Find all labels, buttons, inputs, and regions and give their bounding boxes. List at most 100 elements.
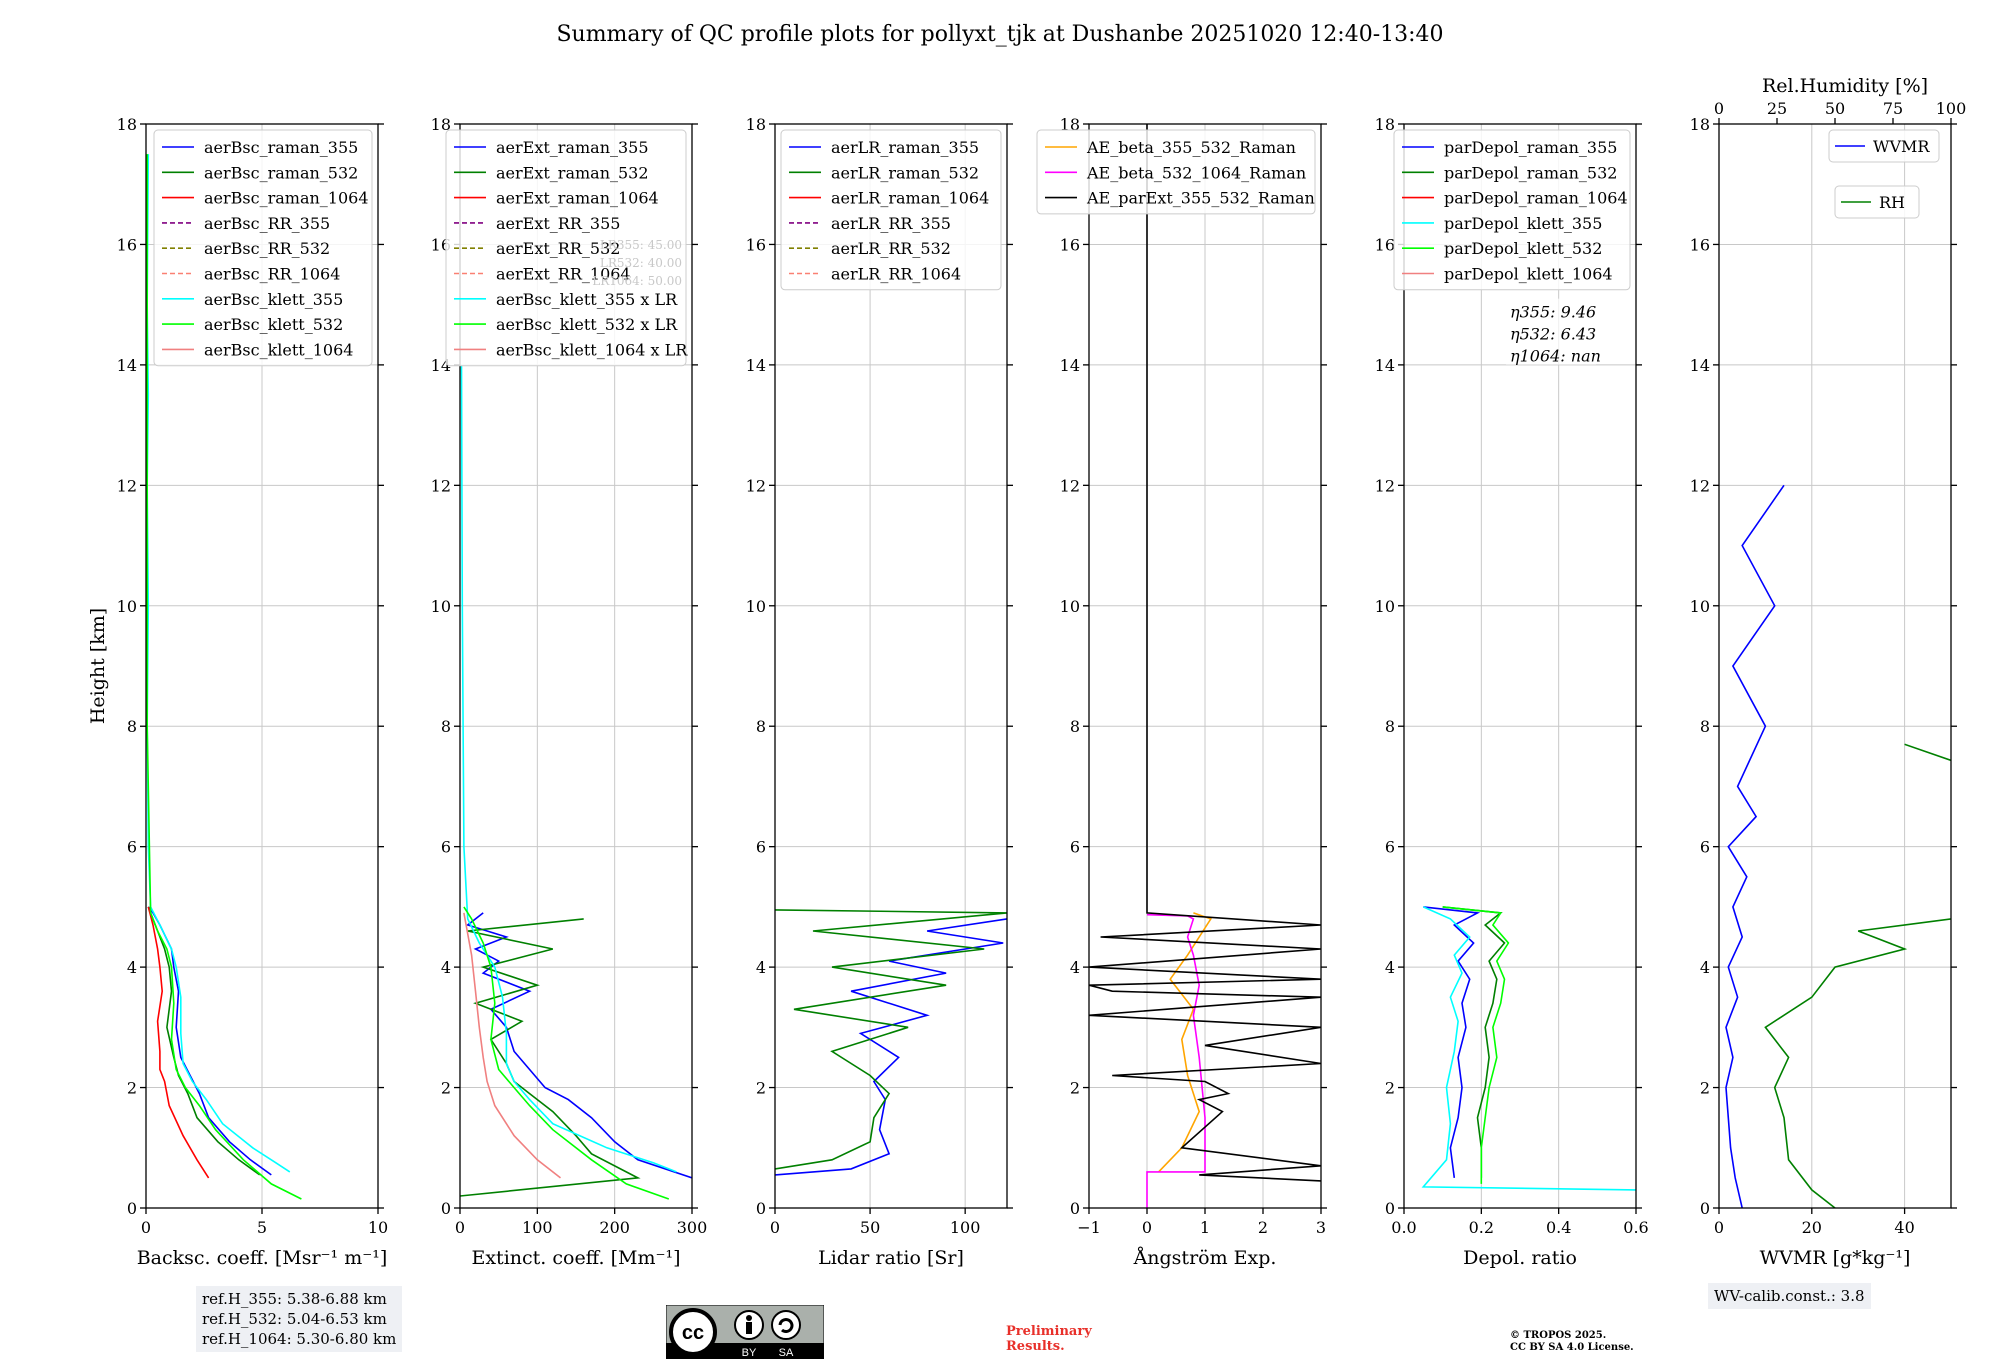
top-xtick-label: 50 (1825, 99, 1845, 118)
cc-by-label: BY (742, 1347, 757, 1359)
series-line-parDepol_raman_355 (1423, 906, 1481, 1179)
series-line-aerBsc_raman_532 (147, 906, 261, 1176)
series-line-aerBsc_raman_1064 (147, 906, 210, 1179)
ytick-label: 2 (441, 1079, 451, 1098)
legend: aerExt_raman_355 aerExt_raman_532 aerExt_r… (445, 129, 688, 367)
ytick-label: 18 (117, 115, 137, 134)
legend-entry-aerBsc_RR_355: aerBsc_RR_355 (204, 214, 330, 233)
xtick-label: 200 (599, 1218, 630, 1237)
ytick-label: 14 (117, 356, 137, 375)
legend-box-rh (1834, 185, 1920, 219)
xtick-label: 1 (1200, 1218, 1210, 1237)
legend-entry-aerBsc_raman_1064: aerBsc_raman_1064 (204, 189, 369, 208)
cc-sa-label: SA (779, 1347, 794, 1359)
legend-entry-aerLR_RR_532: aerLR_RR_532 (831, 239, 951, 258)
top-xtick-label: 75 (1883, 99, 1903, 118)
series-line-aerBsc_klett_532 (146, 154, 302, 1200)
axes-frame (459, 123, 693, 1209)
ytick-label: 10 (431, 597, 451, 616)
legend-entry-aerBsc_RR_1064: aerBsc_RR_1064 (204, 265, 340, 284)
xtick-label: 300 (677, 1218, 708, 1237)
ytick-label: 16 (117, 235, 137, 254)
ytick-label: 12 (1690, 476, 1710, 495)
legend-entry-parDepol_raman_532: parDepol_raman_532 (1444, 163, 1617, 182)
ytick-label: 12 (431, 476, 451, 495)
legend: parDepol_raman_355 parDepol_raman_532 parD… (1393, 129, 1631, 291)
ytick-label: 2 (1070, 1079, 1080, 1098)
legend-entry-aerBsc_RR_532: aerBsc_RR_532 (204, 239, 330, 258)
legend-box (1393, 129, 1631, 291)
figure-title: Summary of QC profile plots for pollyxt_… (556, 22, 1444, 47)
xtick-label: 10 (368, 1218, 388, 1237)
series-line-aerExt_raman_532 (460, 918, 641, 1197)
legend-entry-parDepol_klett_1064: parDepol_klett_1064 (1444, 265, 1613, 284)
legend-entry-aerBsc_raman_355: aerBsc_raman_355 (204, 138, 358, 157)
xtick-label: 0.2 (1469, 1218, 1494, 1237)
top-xtick-label: 100 (1936, 99, 1967, 118)
xaxis-label: Lidar ratio [Sr] (818, 1247, 964, 1269)
copyright-note: © TROPOS 2025. CC BY SA 4.0 License. (1510, 1330, 1634, 1354)
ytick-label: 6 (441, 838, 451, 857)
ytick-label: 0 (756, 1199, 766, 1218)
xtick-label: 40 (1894, 1218, 1914, 1237)
legend-entry-parDepol_klett_355: parDepol_klett_355 (1444, 214, 1602, 233)
series-group (775, 909, 1007, 1176)
ytick-label: 2 (1700, 1079, 1710, 1098)
ytick-label: 16 (1375, 235, 1395, 254)
legend-entry-aerLR_raman_1064: aerLR_raman_1064 (831, 189, 989, 208)
yaxis-label: Height [km] (87, 608, 109, 724)
eta-box (1506, 298, 1596, 365)
series-line-parDepol_raman_532 (1442, 906, 1506, 1178)
top-axis-label: Rel.Humidity [%] (1762, 75, 1928, 97)
ytick-label: 10 (746, 597, 766, 616)
legend-entry-parDepol_raman_355: parDepol_raman_355 (1444, 138, 1617, 157)
ytick-label: 14 (746, 356, 766, 375)
ytick-label: 8 (1385, 717, 1395, 736)
legend-entry-aerLR_raman_355: aerLR_raman_355 (831, 138, 979, 157)
axes-frame (1718, 123, 1952, 1209)
series-line-AE_parExt_355_532_Raman (1089, 124, 1321, 1182)
legend-entry-parDepol_klett_532: parDepol_klett_532 (1444, 239, 1602, 258)
xtick-label: 0.0 (1391, 1218, 1416, 1237)
legend-entry-aerExt_RR_1064: aerExt_RR_1064 (496, 265, 631, 284)
legend-entry-AE_beta_355_532_Raman: AE_beta_355_532_Raman (1086, 138, 1296, 157)
ytick-label: 12 (746, 476, 766, 495)
legend-entry-aerExt_RR_355: aerExt_RR_355 (496, 214, 620, 233)
xtick-label: 20 (1802, 1218, 1822, 1237)
legend-entry-aerLR_RR_1064: aerLR_RR_1064 (831, 265, 961, 284)
top-xtick-label: 0 (1714, 99, 1724, 118)
preliminary-line-2: Results. (1006, 1339, 1065, 1354)
ytick-label: 18 (746, 115, 766, 134)
xtick-label: 2 (1258, 1218, 1268, 1237)
ytick-label: 2 (756, 1079, 766, 1098)
series-group (146, 154, 302, 1200)
legend-box (780, 129, 1002, 291)
eta-annotation: η355: 9.46 (1510, 303, 1596, 322)
legend-entry-aerExt_raman_532: aerExt_raman_532 (496, 163, 649, 182)
ytick-label: 14 (1690, 356, 1710, 375)
ytick-label: 2 (127, 1079, 137, 1098)
xtick-label: 0 (1142, 1218, 1152, 1237)
xaxis-label: WVMR [g*kg⁻¹] (1760, 1247, 1911, 1269)
ytick-label: 4 (127, 958, 137, 977)
axes-frame (1403, 123, 1637, 1209)
series-line-AE_beta_532_1064_Raman (1146, 913, 1206, 1208)
series-line-aerExt_raman_355 (466, 912, 692, 1179)
series-line-AE_beta_355_532_Raman (1158, 912, 1213, 1173)
cc-by-sa-icon: cc BY SA (666, 1305, 824, 1359)
legend: AE_beta_355_532_Raman AE_beta_532_1064_Ra… (1036, 129, 1316, 215)
legend-entry-AE_beta_532_1064_Raman: AE_beta_532_1064_Raman (1086, 163, 1306, 182)
legend-entry-aerLR_raman_532: aerLR_raman_532 (831, 163, 979, 182)
ytick-label: 14 (1060, 356, 1080, 375)
ytick-label: 4 (1700, 958, 1710, 977)
legend-entry-aerBsc_klett_1064-x-LR: aerBsc_klett_1064 x LR (496, 340, 688, 359)
legend: aerBsc_raman_355 aerBsc_raman_532 aerBsc_r… (153, 129, 373, 367)
legend-entry-aerBsc_klett_355-x-LR: aerBsc_klett_355 x LR (496, 290, 678, 309)
legend-entry-aerBsc_klett_1064: aerBsc_klett_1064 (204, 340, 353, 359)
ref-height-355: ref.H_355: 5.38-6.88 km (202, 1290, 387, 1308)
xtick-label: −1 (1077, 1218, 1101, 1237)
xtick-label: 0.6 (1623, 1218, 1648, 1237)
legend-entry-aerBsc_klett_532-x-LR: aerBsc_klett_532 x LR (496, 315, 678, 334)
